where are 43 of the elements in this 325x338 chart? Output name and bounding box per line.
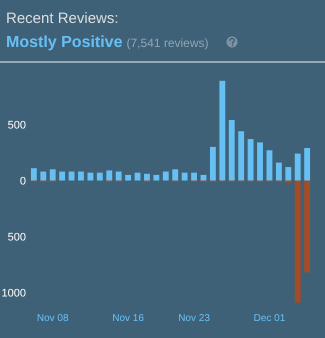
bar (144, 174, 150, 181)
bar (172, 169, 178, 181)
bar (59, 172, 66, 181)
chart-title: Recent Reviews: (6, 10, 119, 27)
bar (294, 180, 301, 303)
bar (134, 172, 140, 181)
bar (30, 168, 37, 181)
bar (50, 169, 56, 181)
bar (182, 172, 188, 181)
text: (7,541 reviews) (126, 36, 209, 50)
y-tick-label: 500 (8, 232, 26, 244)
y-tick-label: 0 (20, 176, 26, 188)
bar (210, 146, 216, 181)
bar (219, 80, 226, 181)
bar (68, 172, 74, 181)
bar (96, 172, 103, 181)
bar (304, 180, 310, 272)
x-tick-label: Nov 08 (36, 313, 69, 324)
x-tick-label: Nov 23 (178, 313, 210, 324)
bar (228, 120, 235, 181)
chart-subtitle: Mostly Positive (6, 34, 122, 51)
x-tick-label: Nov 16 (112, 313, 144, 324)
bar (248, 139, 254, 181)
bar (200, 174, 206, 181)
bar (191, 172, 197, 181)
bar (78, 172, 84, 181)
bar (276, 162, 282, 181)
bar (116, 172, 122, 181)
bar (162, 172, 169, 181)
bar (125, 174, 132, 181)
y-tick-label: 500 (8, 120, 26, 132)
bar (294, 154, 301, 181)
y-tick-label: 1000 (2, 288, 26, 300)
bar (266, 150, 272, 181)
bar (106, 170, 112, 181)
x-tick-label: Dec 01 (254, 313, 286, 324)
bar (257, 142, 263, 181)
bar (87, 172, 94, 181)
bar (304, 148, 310, 181)
bar (40, 172, 46, 181)
bar (238, 131, 244, 181)
bar (285, 167, 292, 181)
bar (153, 174, 160, 181)
